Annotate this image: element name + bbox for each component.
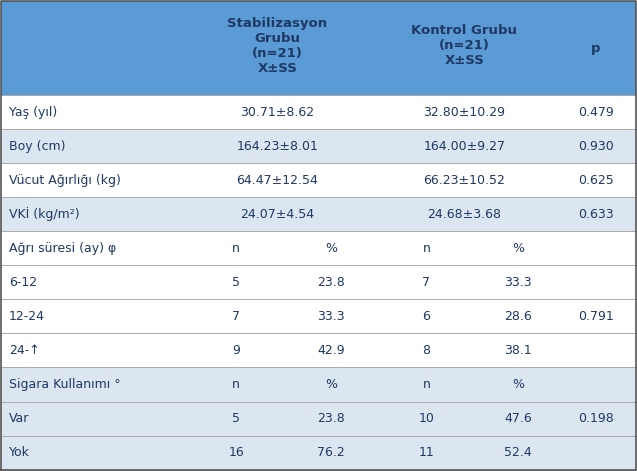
Bar xyxy=(1,265,636,300)
Text: Sigara Kullanımı °: Sigara Kullanımı ° xyxy=(9,378,120,391)
Bar xyxy=(1,129,636,163)
Text: 9: 9 xyxy=(232,344,240,357)
Text: 0.625: 0.625 xyxy=(578,174,614,187)
Text: 0.791: 0.791 xyxy=(578,310,614,323)
Text: 33.3: 33.3 xyxy=(317,310,345,323)
Bar xyxy=(1,333,636,367)
Text: n: n xyxy=(232,242,240,255)
Text: 8: 8 xyxy=(422,344,431,357)
Text: n: n xyxy=(422,378,430,391)
Text: Ağrı süresi (ay) φ: Ağrı süresi (ay) φ xyxy=(9,242,116,255)
Bar xyxy=(1,401,636,436)
Text: 7: 7 xyxy=(422,276,431,289)
Text: 23.8: 23.8 xyxy=(317,412,345,425)
Text: 10: 10 xyxy=(419,412,434,425)
Text: 12-24: 12-24 xyxy=(9,310,45,323)
Text: 76.2: 76.2 xyxy=(317,446,345,459)
Text: 38.1: 38.1 xyxy=(505,344,532,357)
Text: 164.00±9.27: 164.00±9.27 xyxy=(424,139,505,153)
Bar xyxy=(1,231,636,265)
Text: %: % xyxy=(512,378,524,391)
Text: 16: 16 xyxy=(228,446,244,459)
Text: 66.23±10.52: 66.23±10.52 xyxy=(424,174,505,187)
Text: Vücut Ağırlığı (kg): Vücut Ağırlığı (kg) xyxy=(9,174,121,187)
Text: n: n xyxy=(232,378,240,391)
Bar xyxy=(1,300,636,333)
Text: 24.68±3.68: 24.68±3.68 xyxy=(427,208,501,221)
Text: %: % xyxy=(325,378,337,391)
Text: 52.4: 52.4 xyxy=(505,446,532,459)
Text: 5: 5 xyxy=(232,412,240,425)
Text: 11: 11 xyxy=(419,446,434,459)
Text: 28.6: 28.6 xyxy=(505,310,532,323)
Text: VKİ (kg/m²): VKİ (kg/m²) xyxy=(9,207,80,221)
Bar xyxy=(1,95,636,129)
Text: 0.479: 0.479 xyxy=(578,106,614,119)
Bar xyxy=(1,436,636,470)
Text: Var: Var xyxy=(9,412,29,425)
Text: 6: 6 xyxy=(422,310,430,323)
Bar xyxy=(1,163,636,197)
Text: %: % xyxy=(325,242,337,255)
Text: Boy (cm): Boy (cm) xyxy=(9,139,66,153)
Text: 164.23±8.01: 164.23±8.01 xyxy=(236,139,318,153)
Text: 42.9: 42.9 xyxy=(317,344,345,357)
Text: 6-12: 6-12 xyxy=(9,276,37,289)
Text: 30.71±8.62: 30.71±8.62 xyxy=(240,106,314,119)
Text: 47.6: 47.6 xyxy=(505,412,532,425)
Text: 32.80±10.29: 32.80±10.29 xyxy=(424,106,505,119)
Text: n: n xyxy=(422,242,430,255)
Bar xyxy=(1,1,636,95)
Text: 23.8: 23.8 xyxy=(317,276,345,289)
Text: 7: 7 xyxy=(232,310,240,323)
Text: 33.3: 33.3 xyxy=(505,276,532,289)
Text: 0.930: 0.930 xyxy=(578,139,614,153)
Bar xyxy=(1,367,636,401)
Text: 0.633: 0.633 xyxy=(578,208,614,221)
Text: 24-↑: 24-↑ xyxy=(9,344,39,357)
Text: Kontrol Grubu
(n=21)
X±SS: Kontrol Grubu (n=21) X±SS xyxy=(412,24,517,67)
Text: Yok: Yok xyxy=(9,446,30,459)
Text: p: p xyxy=(591,42,601,55)
Text: 64.47±12.54: 64.47±12.54 xyxy=(236,174,318,187)
Text: Stabilizasyon
Grubu
(n=21)
X±SS: Stabilizasyon Grubu (n=21) X±SS xyxy=(227,17,327,75)
Text: 5: 5 xyxy=(232,276,240,289)
Text: %: % xyxy=(512,242,524,255)
Bar xyxy=(1,197,636,231)
Text: Yaş (yıl): Yaş (yıl) xyxy=(9,106,57,119)
Text: 0.198: 0.198 xyxy=(578,412,614,425)
Text: 24.07±4.54: 24.07±4.54 xyxy=(240,208,314,221)
